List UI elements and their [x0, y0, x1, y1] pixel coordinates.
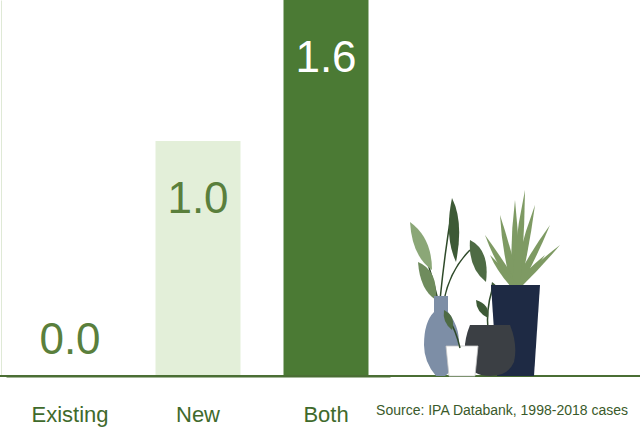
leaf: [449, 198, 459, 262]
bars: [156, 0, 369, 376]
annotations: Source: IPA Databank, 1998-2018 cases: [376, 402, 628, 418]
data-label: 1.6: [295, 32, 356, 81]
data-label: 1.0: [167, 173, 228, 222]
x-tick-label: Both: [303, 402, 348, 427]
chart-svg: Existing New Both 0.0 1.0 1.6 Source: IPA Data…: [0, 0, 640, 436]
stem: [444, 250, 470, 300]
data-label: 0.0: [39, 314, 100, 363]
leaf: [410, 222, 432, 270]
pot: [446, 346, 478, 376]
chart-container: Existing New Both 0.0 1.0 1.6 Source: IPA Data…: [0, 0, 640, 436]
x-axis-line: [7, 376, 391, 378]
leaf: [418, 262, 436, 300]
leaf: [490, 255, 520, 288]
bar: [284, 0, 369, 376]
x-tick: Existing: [31, 376, 108, 427]
x-tick-label: Existing: [31, 402, 108, 427]
baseline: [0, 375, 640, 377]
bar: [156, 141, 241, 376]
leaf: [444, 310, 453, 330]
x-axis: Existing New Both: [7, 376, 391, 427]
stem: [488, 290, 493, 330]
x-tick: New: [176, 376, 220, 427]
leaf: [470, 240, 487, 282]
data-labels: 0.0 1.0 1.6: [39, 32, 356, 363]
source-note: Source: IPA Databank, 1998-2018 cases: [376, 402, 628, 418]
plant-illustration: [410, 190, 560, 376]
y-axis: [1, 1, 2, 377]
x-tick: Both: [303, 376, 348, 427]
leaf: [476, 300, 488, 318]
leaf: [512, 190, 525, 288]
x-tick-label: New: [176, 402, 220, 427]
leaf: [512, 255, 545, 288]
y-axis-line: [1, 1, 2, 377]
